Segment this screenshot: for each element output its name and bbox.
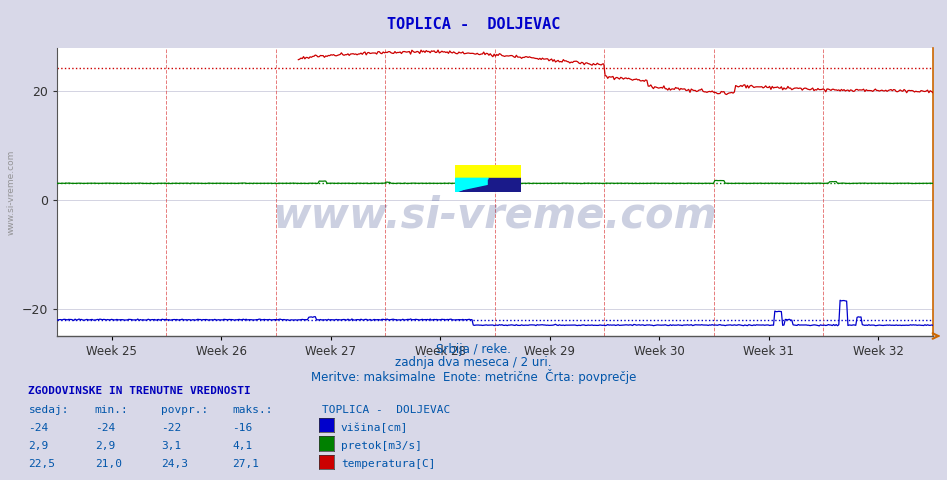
Text: pretok[m3/s]: pretok[m3/s] — [341, 441, 422, 451]
Polygon shape — [456, 179, 489, 192]
Text: TOPLICA -  DOLJEVAC: TOPLICA - DOLJEVAC — [322, 405, 450, 415]
Text: povpr.:: povpr.: — [161, 405, 208, 415]
Text: min.:: min.: — [95, 405, 129, 415]
Bar — [456, 179, 489, 192]
Text: 22,5: 22,5 — [28, 459, 56, 469]
Text: maks.:: maks.: — [232, 405, 273, 415]
Text: www.si-vreme.com: www.si-vreme.com — [7, 149, 16, 235]
Text: ZGODOVINSKE IN TRENUTNE VREDNOSTI: ZGODOVINSKE IN TRENUTNE VREDNOSTI — [28, 386, 251, 396]
Text: 24,3: 24,3 — [161, 459, 188, 469]
Text: 2,9: 2,9 — [28, 441, 48, 451]
Text: TOPLICA -  DOLJEVAC: TOPLICA - DOLJEVAC — [386, 17, 561, 32]
Text: -22: -22 — [161, 423, 181, 433]
Text: www.si-vreme.com: www.si-vreme.com — [273, 194, 717, 236]
Text: 4,1: 4,1 — [232, 441, 252, 451]
Text: zadnja dva meseca / 2 uri.: zadnja dva meseca / 2 uri. — [395, 356, 552, 369]
Text: temperatura[C]: temperatura[C] — [341, 459, 436, 469]
Bar — [456, 165, 521, 179]
Text: 2,9: 2,9 — [95, 441, 115, 451]
Text: 3,1: 3,1 — [161, 441, 181, 451]
Text: Meritve: maksimalne  Enote: metrične  Črta: povprečje: Meritve: maksimalne Enote: metrične Črta… — [311, 369, 636, 384]
Text: -24: -24 — [95, 423, 115, 433]
Bar — [489, 179, 521, 192]
Text: sedaj:: sedaj: — [28, 405, 69, 415]
Text: 27,1: 27,1 — [232, 459, 259, 469]
Text: 21,0: 21,0 — [95, 459, 122, 469]
Text: -24: -24 — [28, 423, 48, 433]
Text: Srbija / reke.: Srbija / reke. — [436, 343, 511, 356]
Polygon shape — [456, 179, 521, 192]
Text: višina[cm]: višina[cm] — [341, 423, 408, 433]
Text: -16: -16 — [232, 423, 252, 433]
